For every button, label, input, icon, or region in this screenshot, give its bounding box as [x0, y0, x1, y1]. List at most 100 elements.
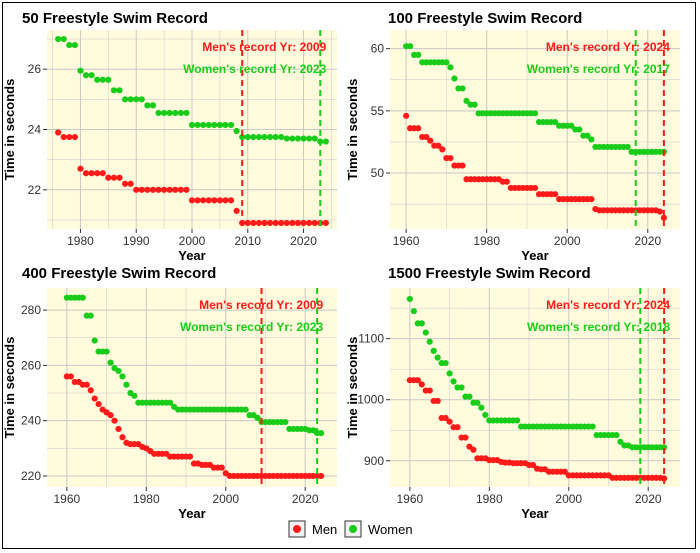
- data-point-men: [205, 197, 212, 204]
- y-tick-label: 900: [364, 454, 384, 468]
- data-point-women: [82, 72, 90, 79]
- x-tick-label: 1960: [393, 234, 420, 248]
- data-point-women: [216, 121, 223, 129]
- data-point-women: [531, 110, 539, 117]
- data-point-women: [211, 121, 218, 129]
- x-tick-label: 1990: [123, 234, 150, 248]
- data-point-men: [211, 197, 218, 204]
- panel-title: 400 Freestyle Swim Record: [22, 265, 216, 282]
- data-point-men: [87, 387, 94, 394]
- data-point-women: [121, 96, 129, 103]
- x-tick-label: 1960: [397, 492, 424, 506]
- y-axis-label: Time in seconds: [345, 337, 360, 439]
- data-point-men: [200, 197, 207, 204]
- data-point-men: [149, 186, 157, 193]
- data-point-men: [306, 219, 313, 227]
- legend-label-men: Men: [312, 522, 337, 537]
- data-point-women: [568, 122, 575, 129]
- x-tick-label: 2020: [634, 234, 661, 248]
- data-point-women: [322, 138, 329, 145]
- data-point-men: [166, 186, 173, 193]
- data-point-women: [311, 135, 318, 142]
- data-point-men: [66, 133, 73, 141]
- data-point-women: [471, 101, 478, 108]
- data-point-men: [446, 418, 453, 425]
- y-tick-label: 24: [28, 123, 42, 137]
- data-point-women: [222, 121, 229, 129]
- data-point-women: [300, 135, 307, 142]
- data-point-men: [71, 133, 78, 141]
- data-point-men: [233, 207, 240, 215]
- data-point-women: [79, 294, 86, 301]
- x-axis-label: Year: [521, 248, 548, 263]
- women-record-annotation: Women's record Yr: 2023: [180, 320, 323, 334]
- data-point-women: [282, 418, 289, 426]
- data-point-men: [82, 170, 90, 177]
- data-point-women: [459, 85, 466, 92]
- men-record-annotation: Men's record Yr: 2009: [199, 298, 323, 312]
- data-point-women: [613, 432, 620, 439]
- plot-background: [47, 288, 337, 487]
- x-tick-label: 1980: [133, 492, 160, 506]
- data-point-women: [205, 121, 212, 129]
- data-point-women: [138, 96, 145, 103]
- data-point-men: [60, 133, 67, 141]
- x-tick-label: 1960: [54, 492, 81, 506]
- data-point-men: [105, 174, 112, 181]
- data-point-women: [318, 430, 325, 437]
- data-point-women: [172, 109, 179, 117]
- data-point-women: [552, 118, 559, 126]
- series-men: [63, 373, 325, 480]
- data-point-men: [462, 434, 469, 441]
- y-tick-label: 220: [21, 469, 41, 483]
- data-point-women: [407, 43, 414, 50]
- data-point-women: [107, 359, 114, 366]
- data-point-men: [188, 197, 196, 204]
- data-point-men: [194, 197, 201, 204]
- data-point-men: [250, 219, 257, 227]
- data-point-men: [434, 397, 441, 405]
- men-record-annotation: Men's record Yr: 2024: [546, 298, 670, 312]
- panel-title: 50 Freestyle Swim Record: [22, 10, 208, 27]
- data-point-women: [133, 96, 140, 103]
- data-point-men: [177, 186, 184, 193]
- x-tick-label: 1980: [476, 492, 503, 506]
- data-point-men: [107, 412, 114, 419]
- data-point-men: [119, 434, 126, 441]
- data-point-men: [403, 112, 410, 119]
- x-tick-label: 2000: [212, 492, 239, 506]
- data-point-women: [447, 64, 454, 71]
- data-point-men: [183, 186, 190, 193]
- data-point-women: [422, 329, 429, 336]
- data-point-men: [531, 184, 539, 192]
- data-point-women: [177, 109, 184, 117]
- legend-label-women: Women: [368, 522, 413, 537]
- data-point-women: [430, 347, 437, 354]
- data-point-women: [272, 133, 279, 141]
- data-point-men: [415, 125, 422, 132]
- y-tick-label: 60: [371, 42, 385, 56]
- data-point-women: [244, 133, 251, 141]
- data-point-men: [161, 186, 168, 193]
- data-point-women: [144, 102, 151, 109]
- men-record-annotation: Men's record Yr: 2024: [546, 40, 670, 54]
- data-point-women: [576, 126, 583, 133]
- data-point-men: [300, 219, 307, 227]
- data-point-men: [227, 197, 235, 204]
- series-women: [55, 35, 329, 145]
- data-point-men: [454, 424, 461, 431]
- series-men: [55, 129, 329, 227]
- data-point-men: [144, 186, 151, 193]
- data-point-men: [561, 468, 568, 475]
- data-point-men: [588, 196, 595, 203]
- data-point-women: [450, 378, 457, 385]
- data-point-women: [149, 102, 157, 109]
- data-point-women: [167, 399, 174, 406]
- data-point-men: [427, 137, 434, 144]
- data-point-women: [478, 404, 485, 411]
- y-tick-label: 55: [371, 104, 385, 118]
- data-point-men: [261, 219, 268, 227]
- data-point-women: [589, 423, 596, 430]
- data-point-women: [283, 135, 290, 142]
